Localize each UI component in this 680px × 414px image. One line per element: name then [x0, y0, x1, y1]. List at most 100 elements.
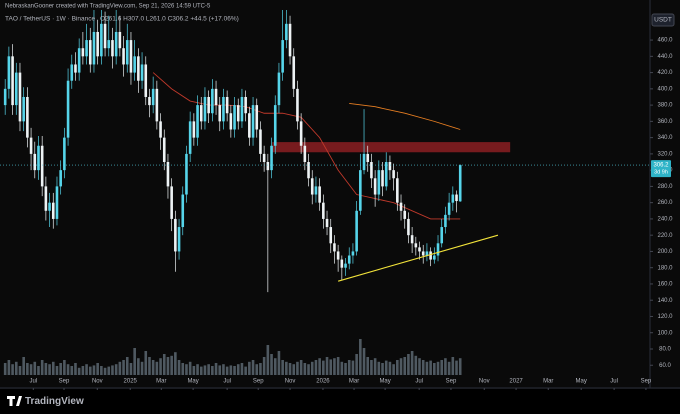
volume-bar	[347, 360, 351, 375]
volume-bar	[285, 361, 288, 375]
volume-bar	[59, 363, 62, 375]
resistance-zone	[272, 142, 511, 153]
volume-bar	[162, 354, 166, 375]
logo-mark	[7, 396, 22, 406]
candle-body	[33, 153, 37, 171]
volume-bar	[51, 361, 55, 375]
currency-box[interactable]	[651, 13, 675, 27]
volume-bar	[262, 357, 266, 375]
volume-bar	[111, 365, 114, 375]
volume-bar	[137, 358, 140, 375]
candle-body	[7, 56, 11, 89]
candle-body	[155, 88, 159, 122]
candle-body	[451, 194, 455, 203]
candle-body	[418, 247, 421, 252]
last-price-label: 306.2	[653, 163, 669, 169]
volume-bar	[177, 360, 181, 375]
x-tick-label: Nov	[479, 379, 490, 385]
candle-body	[111, 40, 114, 57]
volume-bar	[273, 358, 277, 375]
volume-bar	[388, 361, 392, 375]
x-tick-label: Nov	[285, 379, 296, 385]
volume-bar	[229, 365, 233, 375]
candle-body	[285, 23, 288, 41]
y-tick-label: 240.0	[657, 216, 673, 222]
candle-body	[262, 153, 266, 163]
candle-body	[310, 178, 314, 195]
candle-body	[44, 186, 48, 211]
volume-bar	[425, 361, 429, 375]
x-tick-label: Sep	[641, 379, 652, 385]
volume-bar	[377, 361, 381, 375]
volume-bar	[303, 363, 307, 375]
volume-bar	[344, 363, 347, 375]
volume-bar	[407, 354, 410, 375]
volume-bar	[100, 366, 103, 375]
candle-body	[37, 145, 40, 171]
volume-bar	[458, 358, 462, 375]
candle-body	[214, 88, 218, 106]
volume-bar	[85, 364, 88, 375]
currency[interactable]: USDT	[654, 17, 672, 24]
y-tick-label: 220.0	[657, 233, 673, 239]
candle-body	[181, 194, 185, 228]
candle-body	[170, 186, 173, 219]
volume-bar	[440, 360, 444, 375]
y-tick-label: 320.0	[657, 151, 673, 157]
candle-body	[351, 251, 355, 256]
volume-bar	[381, 363, 384, 375]
volume-bar	[429, 360, 432, 375]
volume-bar	[125, 357, 129, 375]
volume-bar	[355, 354, 358, 375]
x-tick-label: Jul	[610, 379, 618, 385]
volume-bar	[414, 355, 418, 375]
candle-body	[66, 80, 70, 138]
volume-bar	[351, 360, 355, 375]
chart-title: TAO / TetherUS · 1W · Binance	[5, 16, 95, 23]
x-tick-label: Mar	[156, 379, 166, 385]
candle-body	[251, 105, 255, 138]
candle-body	[177, 227, 181, 252]
candle-body	[114, 31, 118, 57]
candle-body	[444, 214, 447, 228]
candle-body	[344, 263, 347, 268]
volume-bar	[444, 358, 447, 375]
candle-body	[192, 121, 196, 138]
candle-body	[370, 162, 373, 179]
candle-body	[207, 96, 210, 114]
candle-body	[433, 255, 436, 260]
y-tick-label: 340.0	[657, 135, 673, 141]
volume-bar	[292, 364, 296, 375]
candle-body	[70, 64, 74, 81]
volume-bar	[44, 363, 48, 375]
candle-body	[440, 227, 444, 244]
candle-body	[96, 31, 99, 57]
x-tick-label: May	[187, 379, 198, 385]
candle-body	[59, 170, 62, 187]
volume-bar	[288, 363, 292, 375]
candle-body	[429, 251, 432, 260]
candle-body	[144, 64, 148, 97]
candle-body	[151, 88, 155, 106]
volume-bar	[325, 357, 329, 375]
candle-body	[359, 170, 362, 211]
y-tick-label: 400.0	[657, 86, 673, 92]
candle-body	[273, 105, 277, 146]
candle-body	[100, 23, 103, 57]
volume-bar	[451, 357, 455, 375]
candle-body	[333, 243, 336, 252]
candle-body	[118, 31, 122, 49]
volume-bar	[314, 360, 318, 375]
volume-bar	[322, 360, 325, 375]
volume-bar	[211, 366, 214, 375]
candle-body	[384, 162, 388, 187]
volume-bar	[18, 366, 22, 375]
x-tick-label: Nov	[92, 379, 103, 385]
candle-body	[74, 64, 77, 73]
volume-bar	[155, 361, 159, 375]
trendline	[337, 234, 499, 282]
volume-bar	[266, 345, 270, 375]
x-tick-label: Sep	[446, 379, 457, 385]
volume-bar	[129, 363, 133, 375]
candle-body	[296, 88, 299, 122]
